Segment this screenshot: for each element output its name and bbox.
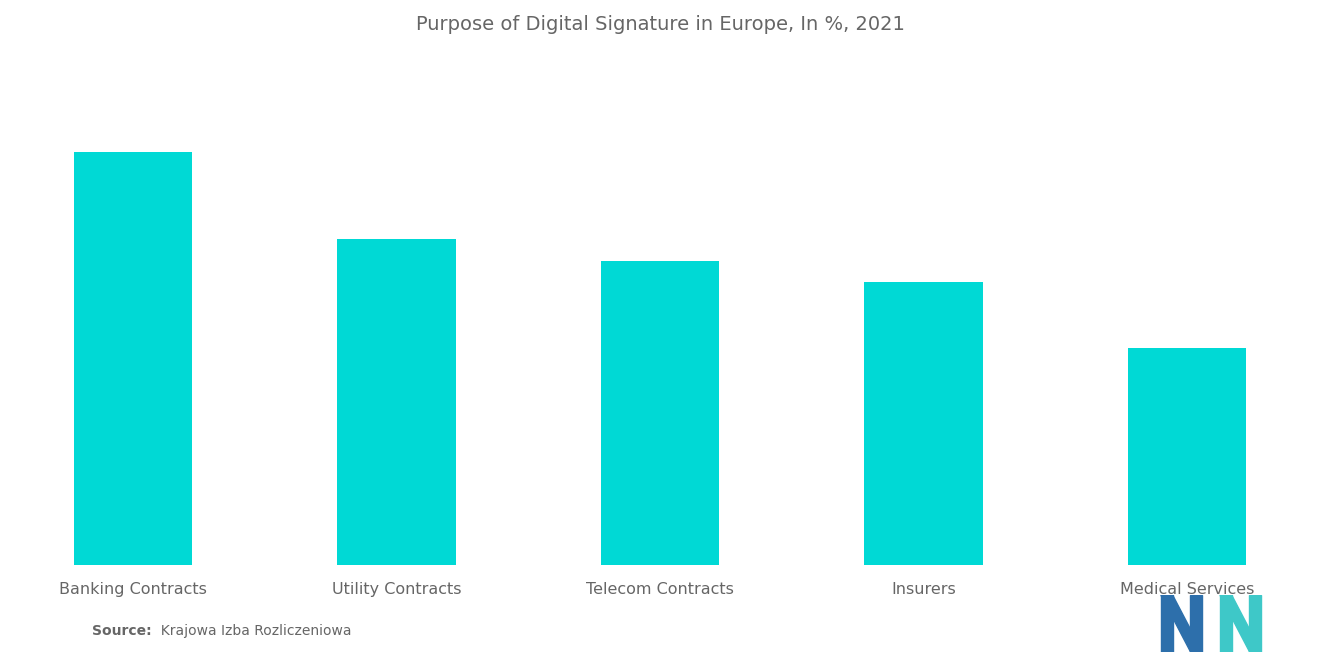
Text: Source:: Source:: [92, 624, 152, 638]
Bar: [74, 152, 193, 565]
Polygon shape: [1220, 595, 1232, 652]
Bar: [865, 282, 983, 565]
Bar: [337, 239, 455, 565]
Text: Krajowa Izba Rozliczeniowa: Krajowa Izba Rozliczeniowa: [152, 624, 351, 638]
Polygon shape: [1220, 595, 1262, 652]
Bar: [601, 261, 719, 565]
Polygon shape: [1250, 595, 1262, 652]
Bar: [1127, 348, 1246, 565]
Title: Purpose of Digital Signature in Europe, In %, 2021: Purpose of Digital Signature in Europe, …: [416, 15, 904, 34]
Polygon shape: [1160, 595, 1203, 652]
Polygon shape: [1191, 595, 1203, 652]
Polygon shape: [1160, 595, 1172, 652]
